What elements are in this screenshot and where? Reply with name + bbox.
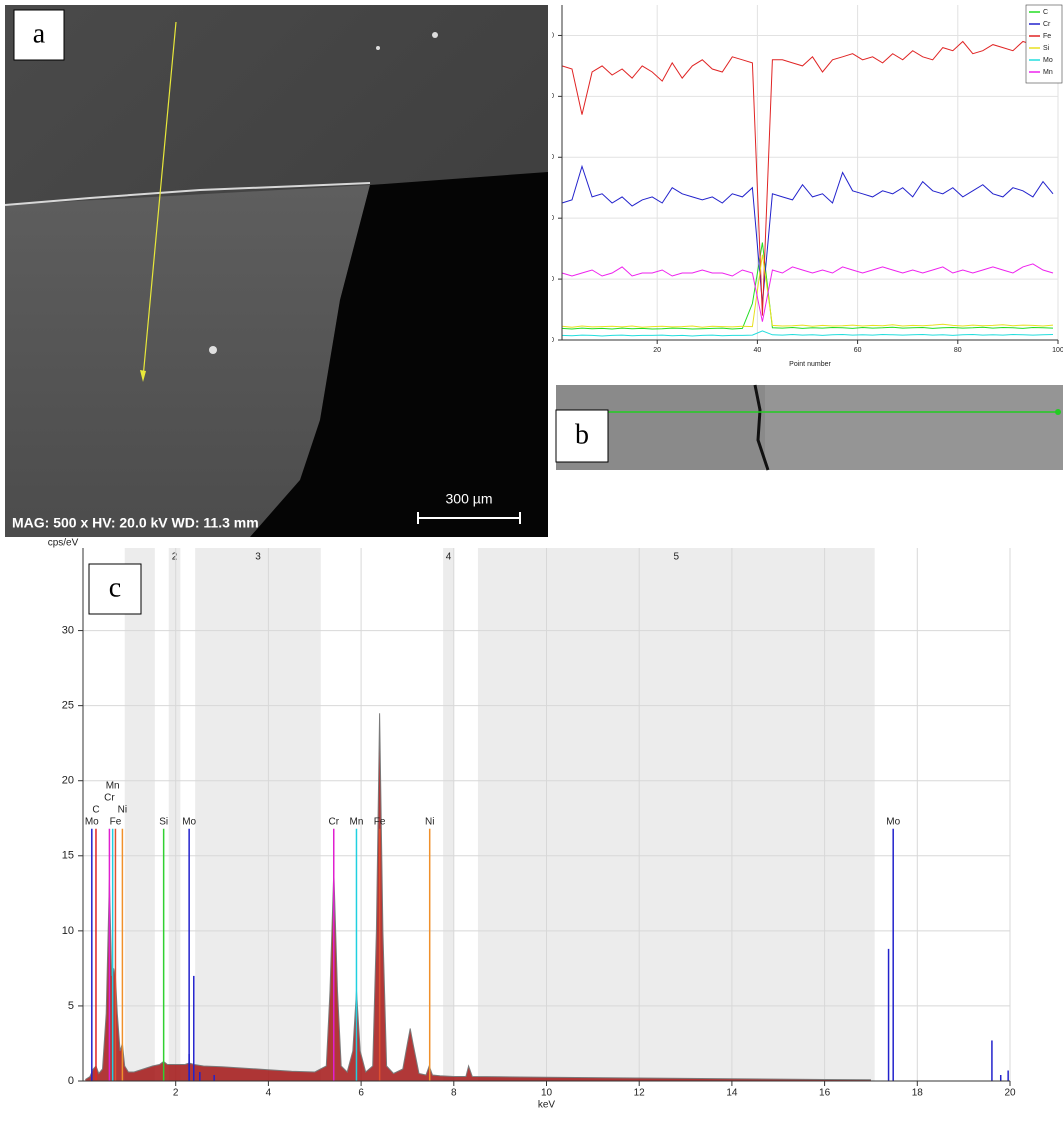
strip-scan-end bbox=[1055, 409, 1061, 415]
region bbox=[195, 548, 321, 1081]
y-tick-label: 5 bbox=[68, 1000, 74, 1012]
y-tick-label: 100 bbox=[542, 32, 554, 39]
sem-image-a: a MAG: 500 x HV: 20.0 kV WD: 11.3 mm 300… bbox=[4, 5, 548, 537]
element-label: Mo bbox=[886, 816, 900, 827]
element-label: Ni bbox=[118, 804, 127, 815]
series-line bbox=[561, 242, 1054, 330]
panel-label: a bbox=[33, 18, 46, 49]
x-tick-label: 2 bbox=[173, 1088, 179, 1099]
sem-region bbox=[5, 185, 370, 537]
spectrum-line bbox=[85, 713, 871, 1081]
panel-label: b bbox=[575, 419, 589, 450]
sem-crack bbox=[4, 182, 371, 206]
x-tick-label: 12 bbox=[634, 1088, 646, 1099]
legend-label: Fe bbox=[1043, 33, 1051, 40]
y-tick-label: 0 bbox=[550, 337, 554, 344]
y-tick-label: 80 bbox=[546, 93, 554, 100]
element-label: Cr bbox=[328, 816, 339, 827]
region-label: 3 bbox=[255, 552, 261, 563]
x-tick-label: 10 bbox=[541, 1088, 553, 1099]
element-label: Cr bbox=[104, 792, 115, 803]
x-tick-label: 14 bbox=[726, 1088, 738, 1099]
region bbox=[443, 548, 454, 1081]
legend-label: Mo bbox=[1043, 57, 1053, 64]
sem-caption: MAG: 500 x HV: 20.0 kV WD: 11.3 mm bbox=[12, 515, 259, 531]
x-tick-label: 100 bbox=[1052, 347, 1063, 354]
sem-particle bbox=[432, 32, 438, 38]
legend-label: Mn bbox=[1043, 69, 1053, 76]
line-scan-chart: 0 20 40 60 80 100 20 40 60 80 100 Point number C Cr Fe… bbox=[542, 4, 1063, 368]
strip-region bbox=[765, 385, 1063, 470]
y-tick-label: 30 bbox=[62, 624, 74, 636]
series-line bbox=[561, 330, 1054, 337]
scan-line bbox=[142, 21, 177, 379]
x-tick-label: 20 bbox=[653, 347, 661, 354]
element-label: Si bbox=[159, 816, 168, 827]
y-tick-label: 0 bbox=[68, 1075, 74, 1087]
y-tick-label: 25 bbox=[62, 700, 74, 712]
y-tick-label: 20 bbox=[546, 276, 554, 283]
sem-strip-b: b bbox=[555, 384, 1063, 471]
panel-label: c bbox=[109, 572, 121, 603]
series-line bbox=[561, 263, 1054, 322]
y-axis-label: cps/eV bbox=[48, 538, 79, 549]
region-label: 2 bbox=[172, 552, 178, 563]
legend-label: Cr bbox=[1043, 21, 1051, 28]
x-tick-label: 18 bbox=[912, 1088, 924, 1099]
x-tick-label: 40 bbox=[753, 347, 761, 354]
region bbox=[477, 548, 875, 1081]
sem-dark-region bbox=[250, 172, 548, 537]
legend-box bbox=[1025, 4, 1063, 84]
scan-arrow bbox=[140, 370, 146, 382]
region-label: 5 bbox=[673, 552, 679, 563]
sem-particle bbox=[209, 346, 217, 354]
panel-label-box bbox=[13, 9, 65, 61]
region bbox=[168, 548, 181, 1081]
element-label: Fe bbox=[374, 816, 386, 827]
element-label: Ni bbox=[425, 816, 434, 827]
x-axis-label: keV bbox=[538, 1100, 556, 1111]
region-label: 4 bbox=[446, 552, 452, 563]
x-tick-label: 6 bbox=[358, 1088, 364, 1099]
panel-label-box bbox=[88, 563, 142, 615]
element-label: Mn bbox=[106, 780, 120, 791]
element-label: Fe bbox=[110, 816, 122, 827]
series-line bbox=[561, 40, 1054, 316]
x-tick-label: 20 bbox=[1004, 1088, 1016, 1099]
element-label: C bbox=[92, 804, 99, 815]
region bbox=[124, 548, 155, 1081]
x-tick-label: 16 bbox=[819, 1088, 831, 1099]
y-tick-label: 20 bbox=[62, 775, 74, 787]
plot-area bbox=[562, 5, 1058, 340]
panel-label-box bbox=[555, 409, 609, 463]
strip-crack bbox=[753, 384, 770, 471]
element-label: Mo bbox=[182, 816, 196, 827]
x-tick-label: 4 bbox=[266, 1088, 272, 1099]
legend-label: Si bbox=[1043, 45, 1050, 52]
element-label: Mn bbox=[350, 816, 364, 827]
x-tick-label: 60 bbox=[854, 347, 862, 354]
y-tick-label: 10 bbox=[62, 925, 74, 937]
y-tick-label: 40 bbox=[546, 215, 554, 222]
series-line bbox=[561, 164, 1054, 304]
scale-bar-label: 300 µm bbox=[446, 491, 493, 507]
x-axis-label: Point number bbox=[789, 361, 831, 368]
legend-label: C bbox=[1043, 9, 1048, 16]
y-tick-label: 60 bbox=[546, 154, 554, 161]
sem-particle bbox=[376, 46, 380, 50]
x-tick-label: 8 bbox=[451, 1088, 457, 1099]
y-tick-label: 15 bbox=[62, 850, 74, 862]
series-line bbox=[561, 254, 1054, 328]
x-tick-label: 80 bbox=[954, 347, 962, 354]
element-label: Mo bbox=[85, 816, 99, 827]
